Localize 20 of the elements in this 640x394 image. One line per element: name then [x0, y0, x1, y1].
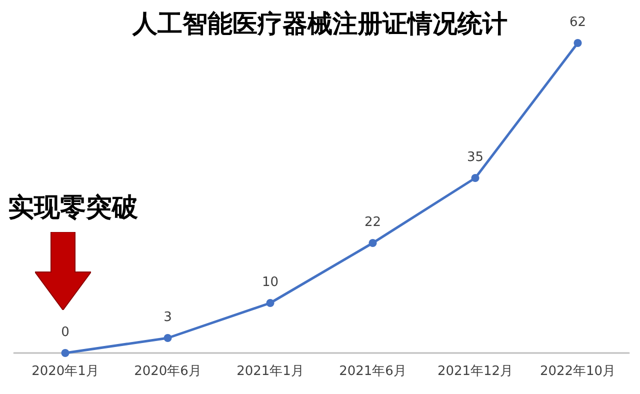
point [368, 239, 377, 247]
data-label: 10 [262, 275, 279, 290]
data-label: 62 [569, 15, 586, 30]
data-label: 35 [466, 150, 484, 165]
x-tick-label: 2021年6月 [339, 364, 406, 379]
x-tick-label: 2022年10月 [540, 364, 616, 379]
point [471, 174, 480, 182]
data-label: 0 [61, 325, 70, 340]
data-label: 22 [364, 215, 382, 230]
point [574, 39, 582, 47]
point [266, 299, 274, 307]
x-tick-label: 2020年1月 [32, 364, 99, 379]
point [61, 349, 70, 357]
x-tick-label: 2021年1月 [236, 364, 304, 379]
x-tick-label: 2021年12月 [437, 364, 514, 379]
point [164, 334, 172, 342]
annotation: 实现零突破 [8, 192, 138, 225]
x-tick-label: 2020年6月 [134, 364, 202, 379]
data-label: 3 [164, 310, 172, 325]
chart-title: 人工智能医疗器械注册证情况统计 [132, 9, 508, 38]
